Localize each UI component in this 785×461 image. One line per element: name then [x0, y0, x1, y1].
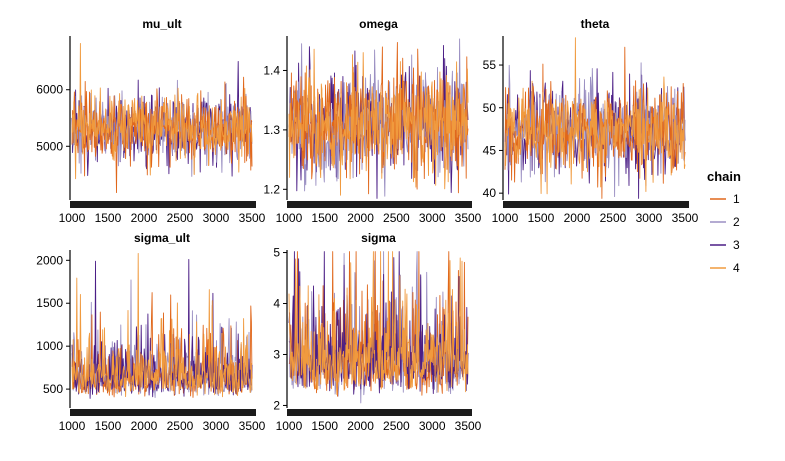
- x-tick-label: 2500: [600, 211, 627, 225]
- panel-title: omega: [359, 17, 398, 31]
- x-tick-label: 2500: [383, 211, 410, 225]
- x-axis-band: [70, 201, 256, 208]
- x-tick-label: 1000: [276, 211, 303, 225]
- x-tick-label: 2500: [167, 211, 194, 225]
- x-tick-label: 1000: [276, 419, 303, 433]
- x-tick-label: 3000: [203, 211, 230, 225]
- series-group: [288, 251, 469, 404]
- panel-theta: theta 40 45 50 55 1000 1500 2000 2500 3000 3500: [483, 17, 699, 225]
- x-tick-label: 3500: [239, 211, 266, 225]
- x-tick-label: 2000: [131, 419, 158, 433]
- panel-sigma: sigma 2 3 4 5 1000 1500 2000 2500 3000 3500: [273, 231, 481, 433]
- y-tick-label: 1.3: [263, 123, 280, 137]
- x-axis-band: [70, 409, 256, 416]
- x-tick-label: 3500: [239, 419, 266, 433]
- x-tick-label: 3500: [455, 419, 482, 433]
- legend-entry-chain-3: 3: [710, 238, 740, 252]
- series-group: [71, 42, 253, 194]
- y-tick-label: 4: [273, 297, 280, 311]
- x-tick-label: 2500: [167, 419, 194, 433]
- legend: chain 1 2 3 4: [707, 169, 741, 275]
- x-tick-label: 1000: [59, 211, 86, 225]
- y-tick-label: 1000: [36, 339, 63, 353]
- panel-title: theta: [581, 17, 610, 31]
- legend-entry-chain-2: 2: [710, 215, 740, 229]
- y-tick-label: 45: [483, 143, 497, 157]
- series-group: [71, 252, 253, 399]
- x-tick-label: 2500: [383, 419, 410, 433]
- series-group: [288, 38, 469, 199]
- x-tick-label: 2000: [347, 419, 374, 433]
- x-tick-label: 1500: [95, 211, 122, 225]
- x-tick-label: 1000: [59, 419, 86, 433]
- legend-title: chain: [707, 169, 741, 184]
- series-line-chain-4: [504, 37, 686, 195]
- panel-title: sigma_ult: [134, 231, 190, 245]
- panel-title: sigma: [361, 231, 396, 245]
- legend-label: 4: [733, 261, 740, 275]
- series-line-chain-4: [71, 42, 253, 180]
- series-group: [504, 37, 686, 199]
- series-line-chain-4: [71, 252, 253, 398]
- panel-title: mu_ult: [142, 17, 181, 31]
- y-tick-label: 1.4: [263, 63, 280, 77]
- series-line-chain-4: [288, 48, 469, 196]
- panel-mu-ult: mu_ult 5000 6000 1000 1500 2000 2500 3000 3500: [36, 17, 265, 225]
- x-tick-label: 1500: [95, 419, 122, 433]
- x-tick-label: 2000: [131, 211, 158, 225]
- legend-entries: 1 2 3 4: [710, 192, 740, 275]
- series-line-chain-2: [288, 38, 469, 197]
- x-tick-label: 3000: [419, 419, 446, 433]
- y-tick-label: 5000: [36, 139, 63, 153]
- y-tick-label: 5: [273, 246, 280, 260]
- x-tick-label: 3000: [419, 211, 446, 225]
- y-tick-label: 1.2: [263, 182, 280, 196]
- y-tick-label: 2: [273, 398, 280, 412]
- y-tick-label: 1500: [36, 296, 63, 310]
- x-tick-label: 1500: [528, 211, 555, 225]
- y-tick-label: 6000: [36, 83, 63, 97]
- x-tick-label: 3000: [203, 419, 230, 433]
- y-tick-label: 40: [483, 186, 497, 200]
- x-tick-label: 2000: [347, 211, 374, 225]
- x-tick-label: 1000: [492, 211, 519, 225]
- y-tick-label: 55: [483, 58, 497, 72]
- series-line-chain-4: [288, 251, 469, 395]
- x-tick-label: 3000: [636, 211, 663, 225]
- x-axis-band: [287, 201, 472, 208]
- legend-label: 2: [733, 215, 740, 229]
- x-tick-label: 3500: [455, 211, 482, 225]
- x-tick-label: 1500: [311, 419, 338, 433]
- y-tick-label: 2000: [36, 253, 63, 267]
- x-tick-label: 3500: [672, 211, 699, 225]
- x-axis-band: [503, 201, 689, 208]
- y-tick-label: 3: [273, 347, 280, 361]
- legend-label: 1: [733, 192, 740, 206]
- x-axis-band: [287, 409, 472, 416]
- y-tick-label: 500: [43, 382, 63, 396]
- x-tick-label: 1500: [311, 211, 338, 225]
- legend-entry-chain-4: 4: [710, 261, 740, 275]
- y-tick-label: 50: [483, 101, 497, 115]
- legend-entry-chain-1: 1: [710, 192, 740, 206]
- legend-label: 3: [733, 238, 740, 252]
- panel-sigma-ult: sigma_ult 500 1000 1500 2000 1000 1500 2000 2500…: [36, 231, 265, 433]
- panel-omega: omega 1.2 1.3 1.4 1000 1500 2000 2500 3000 3500: [263, 17, 481, 225]
- x-tick-label: 2000: [564, 211, 591, 225]
